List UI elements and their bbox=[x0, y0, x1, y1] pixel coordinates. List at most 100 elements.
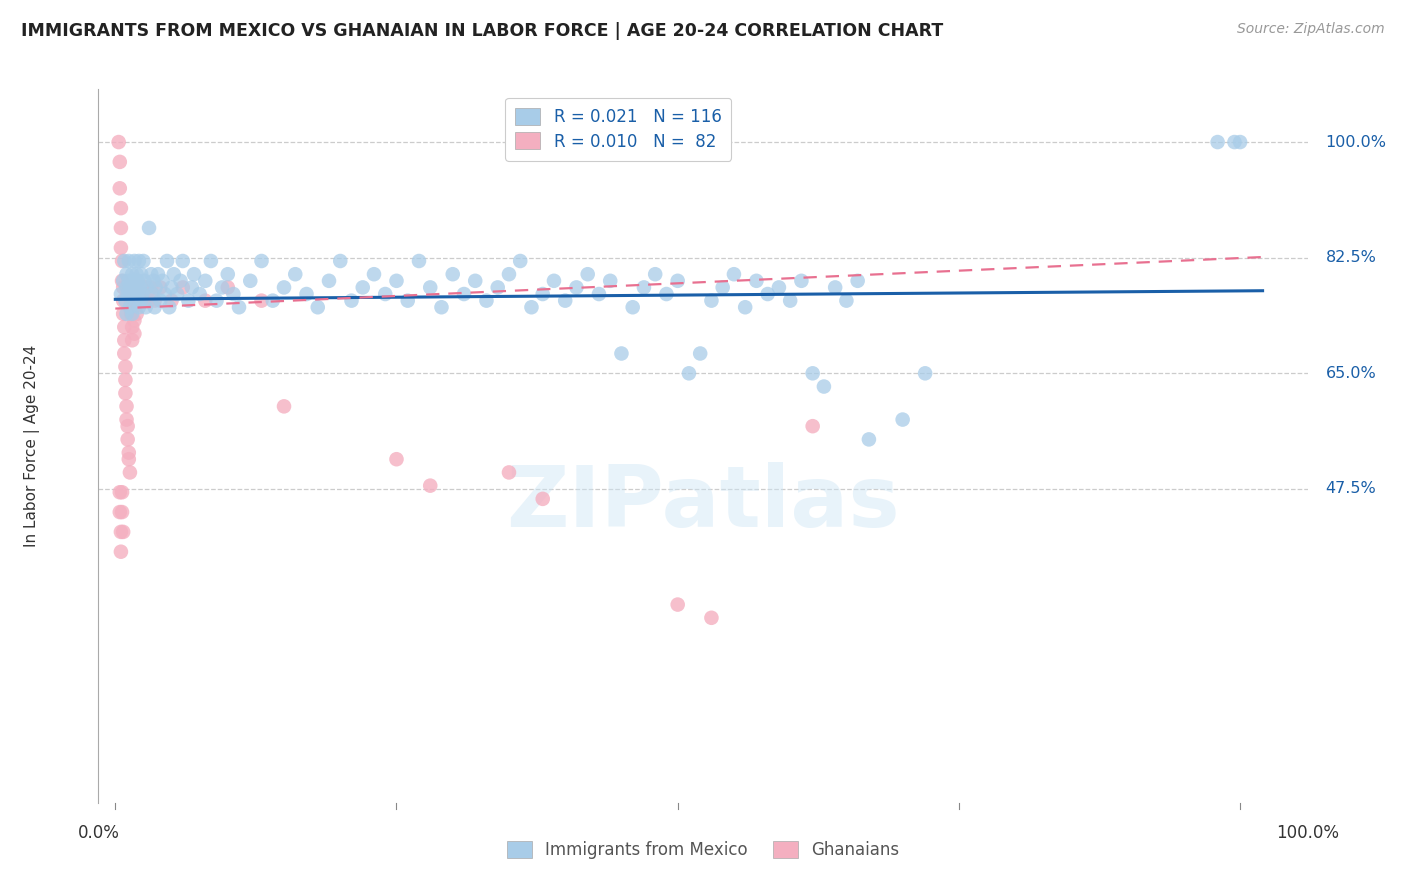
Point bbox=[121, 267, 143, 281]
Point bbox=[141, 267, 163, 281]
Point bbox=[239, 274, 262, 288]
Point bbox=[633, 280, 655, 294]
Point bbox=[117, 419, 139, 434]
Point bbox=[135, 300, 157, 314]
Point bbox=[131, 287, 153, 301]
Point bbox=[141, 280, 163, 294]
Point bbox=[129, 293, 152, 308]
Point bbox=[486, 280, 509, 294]
Text: 65.0%: 65.0% bbox=[1326, 366, 1376, 381]
Point bbox=[222, 287, 245, 301]
Point bbox=[745, 274, 768, 288]
Point bbox=[134, 293, 156, 308]
Point bbox=[124, 280, 146, 294]
Point bbox=[385, 452, 408, 467]
Point bbox=[112, 293, 135, 308]
Point bbox=[112, 320, 135, 334]
Point bbox=[110, 201, 132, 215]
Point bbox=[172, 254, 194, 268]
Point bbox=[1229, 135, 1251, 149]
Point bbox=[115, 412, 138, 426]
Point bbox=[273, 280, 295, 294]
Point bbox=[111, 505, 134, 519]
Point bbox=[115, 307, 138, 321]
Point bbox=[340, 293, 363, 308]
Point bbox=[284, 267, 307, 281]
Point bbox=[112, 307, 135, 321]
Point bbox=[124, 313, 146, 327]
Point bbox=[127, 293, 149, 308]
Point bbox=[531, 287, 554, 301]
Point bbox=[711, 280, 734, 294]
Point bbox=[118, 300, 141, 314]
Point bbox=[610, 346, 633, 360]
Point bbox=[768, 280, 790, 294]
Point bbox=[396, 293, 419, 308]
Point bbox=[160, 280, 183, 294]
Point bbox=[180, 280, 202, 294]
Point bbox=[554, 293, 576, 308]
Point bbox=[734, 300, 756, 314]
Point bbox=[120, 293, 142, 308]
Text: 100.0%: 100.0% bbox=[1277, 824, 1339, 842]
Point bbox=[129, 280, 152, 294]
Point bbox=[111, 274, 134, 288]
Point bbox=[110, 221, 132, 235]
Point bbox=[194, 293, 217, 308]
Point bbox=[419, 280, 441, 294]
Point bbox=[115, 267, 138, 281]
Point bbox=[374, 287, 396, 301]
Point bbox=[756, 287, 779, 301]
Point bbox=[118, 280, 141, 294]
Point bbox=[262, 293, 284, 308]
Point bbox=[169, 274, 191, 288]
Point bbox=[128, 254, 150, 268]
Point bbox=[588, 287, 610, 301]
Point bbox=[801, 419, 824, 434]
Point bbox=[211, 280, 233, 294]
Point bbox=[112, 254, 135, 268]
Point bbox=[108, 181, 131, 195]
Point bbox=[114, 359, 136, 374]
Point bbox=[498, 267, 520, 281]
Point bbox=[217, 267, 239, 281]
Point bbox=[114, 386, 136, 401]
Point bbox=[114, 373, 136, 387]
Point bbox=[621, 300, 644, 314]
Point bbox=[520, 300, 543, 314]
Point bbox=[142, 274, 165, 288]
Point bbox=[146, 267, 169, 281]
Point bbox=[172, 280, 194, 294]
Point bbox=[129, 280, 152, 294]
Point bbox=[352, 280, 374, 294]
Point bbox=[118, 445, 141, 459]
Text: Source: ZipAtlas.com: Source: ZipAtlas.com bbox=[1237, 22, 1385, 37]
Point bbox=[655, 287, 678, 301]
Point bbox=[408, 254, 430, 268]
Point bbox=[183, 267, 205, 281]
Point bbox=[813, 379, 835, 393]
Point bbox=[666, 598, 689, 612]
Point bbox=[790, 274, 813, 288]
Point bbox=[127, 287, 149, 301]
Text: 100.0%: 100.0% bbox=[1326, 135, 1386, 150]
Point bbox=[149, 293, 172, 308]
Point bbox=[157, 300, 180, 314]
Point bbox=[723, 267, 745, 281]
Point bbox=[124, 326, 146, 341]
Point bbox=[112, 524, 135, 539]
Point bbox=[250, 293, 273, 308]
Point bbox=[138, 293, 160, 308]
Point bbox=[115, 280, 138, 294]
Point bbox=[117, 287, 139, 301]
Point bbox=[700, 293, 723, 308]
Point bbox=[129, 293, 152, 308]
Point bbox=[135, 280, 157, 294]
Point bbox=[135, 280, 157, 294]
Point bbox=[666, 274, 689, 288]
Point bbox=[122, 280, 145, 294]
Point bbox=[363, 267, 385, 281]
Point bbox=[124, 280, 146, 294]
Point bbox=[115, 400, 138, 414]
Point bbox=[644, 267, 666, 281]
